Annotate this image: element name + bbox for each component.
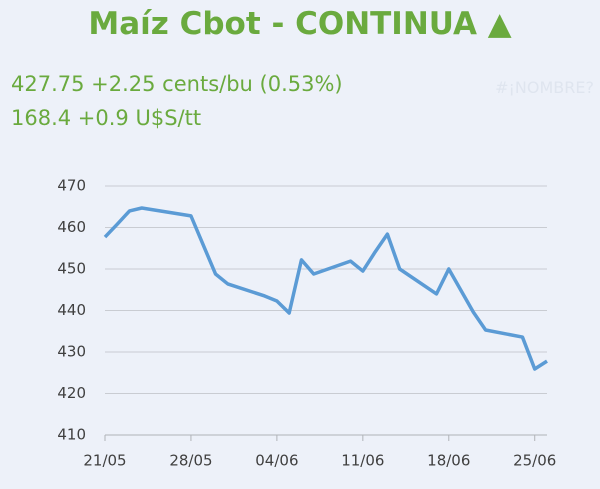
x-tick-label: 18/06 [427,452,470,470]
x-tick-label: 28/05 [169,452,212,470]
y-tick-label: 410 [57,426,86,444]
title: Maíz Cbot - CONTINUA ▲ [88,6,512,42]
quote-cents: 427.75 +2.25 cents/bu (0.53%) [11,72,343,96]
cell-error: #¡NOMBRE? [495,78,594,97]
x-tick-label: 25/06 [513,452,556,470]
y-tick-label: 420 [57,384,86,402]
x-tick-label: 11/06 [341,452,384,470]
y-tick-label: 440 [57,301,86,319]
y-tick-label: 430 [57,343,86,361]
quote-tonne: 168.4 +0.9 U$S/tt [11,106,202,130]
x-tick-label: 21/05 [83,452,126,470]
price-line [103,206,548,371]
x-tick-label: 04/06 [255,452,298,470]
y-tick-label: 470 [57,177,86,195]
y-tick-label: 450 [57,260,86,278]
y-tick-label: 460 [57,218,86,236]
